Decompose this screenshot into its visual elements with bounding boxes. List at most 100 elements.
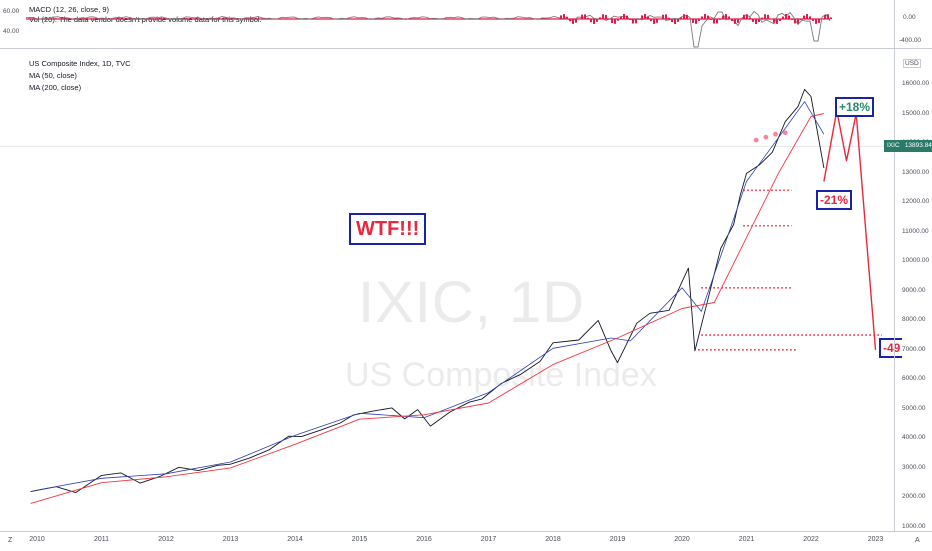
macd-histogram-bar: [593, 19, 595, 24]
price-tick-label: 9000.00: [902, 287, 926, 294]
macd-histogram-bar: [665, 14, 667, 19]
macd-histogram-bar: [569, 19, 571, 21]
ma200-series-line: [31, 114, 824, 504]
macd-histogram-bar: [755, 19, 757, 24]
macd-histogram-bar: [692, 19, 694, 23]
macd-axis-tick: 0.00: [903, 14, 916, 21]
price-tag-symbol: IXIC: [884, 140, 903, 152]
down-annotation[interactable]: -21%: [816, 190, 852, 210]
year-label: 2018: [545, 536, 561, 543]
year-label: 2015: [352, 536, 368, 543]
macd-histogram-bar: [647, 17, 649, 19]
macd-axis-tick: -400.00: [899, 37, 921, 44]
macd-histogram-bar: [725, 14, 727, 19]
macd-histogram-bar: [596, 19, 598, 22]
macd-histogram-bar: [731, 19, 733, 21]
price-tick-label: 10000.00: [902, 257, 929, 264]
macd-histogram-bar: [803, 16, 805, 19]
macd-histogram-bar: [680, 17, 682, 19]
peak-marker: [754, 138, 759, 143]
macd-histogram-bar: [713, 19, 715, 23]
zoom-reset-button[interactable]: Z: [8, 537, 12, 544]
macd-histogram-bar: [758, 19, 760, 22]
macd-histogram-bar: [743, 15, 745, 19]
macd-histogram-bar: [761, 18, 763, 19]
macd-histogram-bar: [746, 14, 748, 19]
macd-histogram-bar: [749, 18, 751, 19]
peak-marker: [783, 130, 788, 135]
macd-histogram-bar: [791, 19, 793, 20]
macd-histogram-bar: [722, 16, 724, 19]
macd-histogram-bar: [737, 19, 739, 23]
macd-histogram-bar: [794, 19, 796, 23]
macd-histogram-bar: [650, 19, 652, 21]
auto-scale-button[interactable]: A: [915, 537, 920, 544]
price-tick-label: 2000.00: [902, 493, 926, 500]
macd-histogram-bar: [764, 14, 766, 19]
macd-histogram-bar: [728, 17, 730, 19]
year-label: 2010: [29, 536, 45, 543]
macd-histogram-bar: [581, 15, 583, 19]
year-label: 2022: [803, 536, 819, 543]
year-label: 2021: [739, 536, 755, 543]
price-tick-label: 16000.00: [902, 80, 929, 87]
macd-histogram-bar: [785, 14, 787, 19]
macd-histogram-bar: [686, 15, 688, 19]
year-label: 2020: [674, 536, 690, 543]
wtf-annotation[interactable]: WTF!!!: [349, 213, 426, 245]
macd-histogram-bar: [824, 15, 826, 19]
time-axis[interactable]: [0, 531, 932, 551]
macd-histogram-bar: [809, 16, 811, 19]
macd-histogram-bar: [605, 15, 607, 19]
price-tick-label: 8000.00: [902, 316, 926, 323]
macd-plot: [0, 0, 894, 48]
macd-histogram-bar: [779, 19, 781, 21]
macd-histogram-bar: [653, 19, 655, 24]
year-label: 2011: [94, 536, 109, 543]
up-annotation[interactable]: +18%: [835, 97, 874, 117]
macd-histogram-bar: [638, 19, 640, 20]
macd-histogram-bar: [806, 14, 808, 19]
macd-histogram-bar: [677, 19, 679, 22]
macd-histogram-bar: [815, 19, 817, 24]
macd-histogram-bar: [575, 19, 577, 23]
macd-pane[interactable]: 60.00 40.00 MACD (12, 26, close, 9) Vol …: [0, 0, 932, 49]
macd-histogram-bar: [602, 14, 604, 19]
year-label: 2019: [610, 536, 626, 543]
macd-histogram-bar: [707, 16, 709, 19]
price-tick-label: 3000.00: [902, 464, 926, 471]
macd-histogram-bar: [734, 19, 736, 24]
macd-histogram-bar: [710, 19, 712, 20]
macd-signal-line: [26, 12, 830, 48]
year-label: 2014: [287, 536, 303, 543]
year-label: 2016: [416, 536, 432, 543]
year-label: 2013: [223, 536, 239, 543]
macd-histogram-bar: [812, 19, 814, 21]
macd-histogram-bar: [788, 16, 790, 19]
macd-histogram-bar: [704, 14, 706, 19]
price-axis[interactable]: 0.00 -400.00 USD 16000.0015000.0014000.0…: [894, 0, 932, 531]
macd-histogram-bar: [584, 14, 586, 19]
macd-histogram-bar: [701, 16, 703, 19]
price-tick-label: 15000.00: [902, 110, 929, 117]
macd-histogram-bar: [563, 14, 565, 19]
macd-histogram-bar: [644, 14, 646, 19]
macd-histogram-bar: [587, 18, 589, 19]
macd-histogram-bar: [695, 19, 697, 24]
price-tag-value: 13893.84: [905, 140, 932, 152]
macd-histogram-bar: [683, 14, 685, 19]
macd-histogram-bar: [560, 15, 562, 19]
macd-histogram-bar: [572, 19, 574, 24]
year-label: 2017: [481, 536, 497, 543]
price-tick-label: 13000.00: [902, 169, 929, 176]
macd-histogram-bar: [566, 17, 568, 19]
macd-histogram-bar: [614, 19, 616, 24]
price-tick-label: 4000.00: [902, 434, 926, 441]
year-label: 2023: [868, 536, 884, 543]
peak-marker: [773, 132, 778, 137]
macd-histogram-bar: [629, 19, 631, 20]
price-chart: [0, 49, 894, 531]
macd-histogram-bar: [620, 16, 622, 19]
macd-histogram-bar: [590, 19, 592, 22]
macd-histogram-bar: [662, 15, 664, 19]
